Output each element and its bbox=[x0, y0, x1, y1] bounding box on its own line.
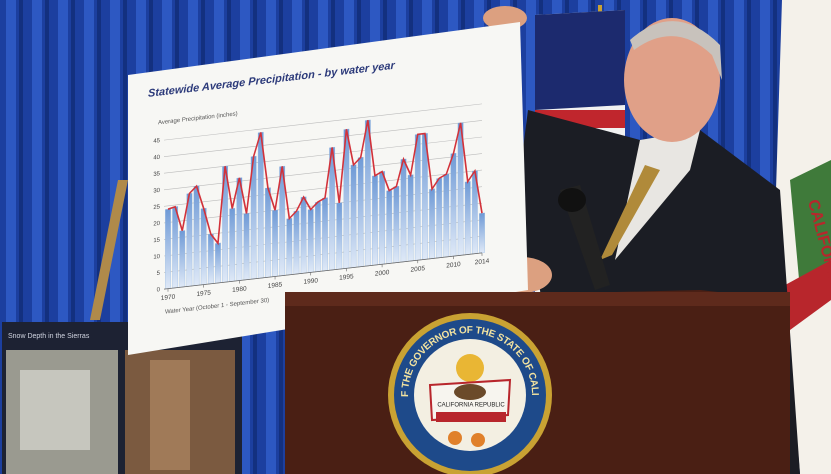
photo: Snow Depth in the Sierras CALIFORNIA Sta… bbox=[0, 0, 831, 474]
bar bbox=[301, 197, 306, 274]
bar bbox=[479, 213, 484, 253]
bar bbox=[465, 181, 470, 254]
bar bbox=[294, 211, 299, 275]
bar bbox=[401, 159, 406, 262]
bar bbox=[322, 198, 327, 271]
bar bbox=[429, 189, 434, 259]
bar bbox=[165, 209, 170, 289]
bar bbox=[272, 210, 277, 277]
y-tick-label: 45 bbox=[153, 138, 160, 145]
bar bbox=[387, 190, 392, 263]
bar bbox=[394, 186, 399, 263]
bar bbox=[237, 178, 242, 281]
y-tick-label: 10 bbox=[153, 254, 160, 261]
side-poster: Snow Depth in the Sierras bbox=[2, 322, 242, 474]
bar bbox=[287, 218, 292, 275]
y-tick-label: 20 bbox=[153, 221, 160, 228]
bar bbox=[308, 209, 313, 273]
page: Snow Depth in the Sierras CALIFORNIA Sta… bbox=[0, 0, 831, 474]
y-tick-label: 35 bbox=[153, 171, 160, 178]
y-tick-label: 40 bbox=[153, 155, 160, 162]
bar bbox=[230, 208, 235, 281]
bar bbox=[244, 213, 249, 280]
bar bbox=[444, 174, 449, 257]
bar bbox=[451, 153, 456, 256]
bar bbox=[180, 230, 185, 287]
y-tick-label: 25 bbox=[153, 204, 160, 211]
bar bbox=[265, 188, 270, 278]
bar bbox=[215, 243, 220, 283]
seal-banner: CALIFORNIA REPUBLIC bbox=[437, 403, 505, 409]
bar bbox=[208, 234, 213, 284]
bar bbox=[408, 175, 413, 262]
bar bbox=[337, 203, 342, 270]
side-poster-title: Snow Depth in the Sierras bbox=[8, 333, 90, 340]
bar bbox=[365, 120, 370, 266]
bar bbox=[358, 157, 363, 267]
bar bbox=[258, 132, 263, 278]
bar bbox=[194, 186, 199, 286]
y-tick-label: 30 bbox=[153, 188, 160, 195]
y-tick-label: 15 bbox=[153, 237, 160, 244]
bar bbox=[351, 165, 356, 268]
bar bbox=[379, 171, 384, 264]
bar bbox=[172, 206, 177, 288]
bar bbox=[372, 175, 377, 265]
bar bbox=[201, 208, 206, 285]
bar bbox=[437, 178, 442, 258]
bar bbox=[315, 202, 320, 272]
bar bbox=[415, 134, 420, 260]
